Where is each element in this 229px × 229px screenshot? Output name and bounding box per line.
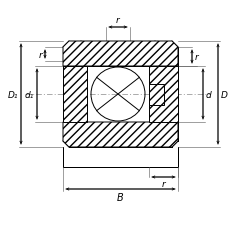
Polygon shape [63,67,87,123]
Text: d: d [205,90,211,99]
Text: r: r [161,179,165,188]
Text: d₁: d₁ [25,90,34,99]
Text: r: r [194,53,198,62]
Polygon shape [63,123,177,147]
Polygon shape [148,67,177,123]
Text: r: r [38,50,42,59]
Text: D: D [220,90,227,99]
Text: r: r [116,16,119,25]
Polygon shape [148,85,163,106]
Text: B: B [117,192,123,202]
Text: D₁: D₁ [8,90,18,99]
Polygon shape [63,42,177,67]
